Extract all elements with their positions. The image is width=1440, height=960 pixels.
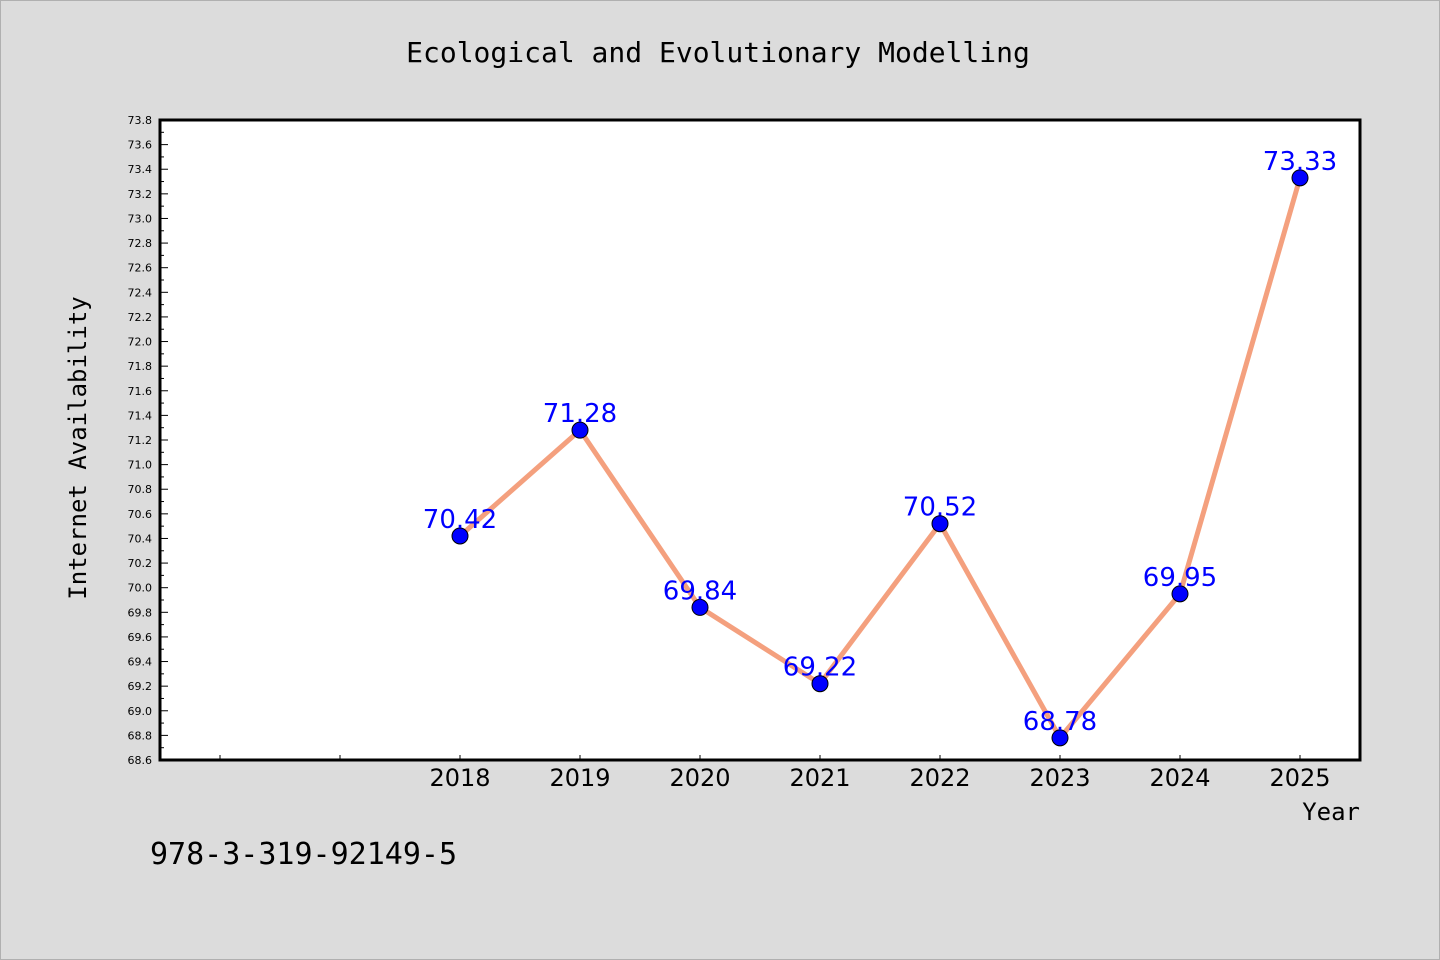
- y-tick-label: 68.6: [128, 754, 153, 767]
- y-tick-label: 71.2: [128, 434, 153, 447]
- data-label: 70.52: [903, 493, 977, 523]
- y-tick-label: 69.2: [128, 680, 153, 693]
- y-axis-title: Internet Availability: [64, 296, 92, 599]
- y-tick-label: 68.8: [128, 729, 153, 742]
- y-tick-label: 71.0: [128, 459, 153, 472]
- data-label: 70.42: [423, 505, 497, 535]
- data-point: [1051, 729, 1069, 747]
- data-point: [811, 675, 829, 693]
- y-tick-label: 72.8: [128, 237, 153, 250]
- y-tick-label: 73.6: [128, 139, 153, 152]
- y-axis: 68.6 68.8 69.0 69.2 69.4 69.6 69.8 70.0 70.2 70.4…: [128, 114, 168, 767]
- data-point: [1171, 585, 1189, 603]
- y-tick-label: 70.8: [128, 483, 153, 496]
- y-tick-label: 71.8: [128, 360, 153, 373]
- x-axis-title: Year: [1302, 798, 1360, 826]
- y-tick-label: 71.6: [128, 385, 153, 398]
- data-label: 73.33: [1263, 147, 1337, 177]
- x-tick-label: 2020: [669, 764, 730, 792]
- data-point: [1291, 169, 1309, 187]
- x-tick-label: 2018: [429, 764, 490, 792]
- data-point: [691, 598, 709, 616]
- series-line: [458, 177, 1303, 741]
- y-tick-label: 72.2: [128, 311, 153, 324]
- x-tick-label: 2023: [1029, 764, 1090, 792]
- data-label: 71.28: [543, 399, 617, 429]
- y-tick-label: 73.8: [128, 114, 153, 127]
- y-tick-label: 69.4: [128, 656, 153, 669]
- y-tick-label: 71.4: [128, 409, 153, 422]
- x-tick-label: 2019: [549, 764, 610, 792]
- data-label: 69.22: [783, 653, 857, 683]
- x-tick-label: 2024: [1149, 764, 1210, 792]
- x-tick-label: 2025: [1269, 764, 1330, 792]
- y-tick-label: 72.6: [128, 262, 153, 275]
- isbn-text: 978-3-319-92149-5: [150, 837, 457, 872]
- x-axis: 2018 2019 2020 2021 2022 2023 2024 2025: [219, 755, 1331, 792]
- y-tick-label: 70.0: [128, 582, 153, 595]
- data-label: 69.95: [1143, 563, 1217, 593]
- data-point: [571, 421, 589, 439]
- y-tick-label: 70.6: [128, 508, 153, 521]
- y-tick-label: 73.2: [128, 188, 153, 201]
- x-tick-label: 2021: [789, 764, 850, 792]
- data-label: 68.78: [1023, 707, 1097, 737]
- data-label: 69.84: [663, 576, 737, 606]
- series-layer: 70.42 71.28 69.84 69.22 70.52 68.78 69.95 73.33: [423, 147, 1337, 747]
- y-tick-label: 69.0: [128, 705, 153, 718]
- chart-title: Ecological and Evolutionary Modelling: [406, 36, 1030, 69]
- plot-area: [158, 118, 1362, 762]
- y-tick-label: 69.6: [128, 631, 153, 644]
- data-point: [931, 515, 949, 533]
- data-point: [451, 527, 469, 545]
- y-tick-label: 73.0: [128, 212, 153, 225]
- y-tick-label: 70.2: [128, 557, 153, 570]
- y-tick-label: 72.4: [128, 286, 153, 299]
- y-tick-label: 72.0: [128, 336, 153, 349]
- y-tick-label: 70.4: [128, 532, 153, 545]
- x-tick-label: 2022: [909, 764, 970, 792]
- y-tick-label: 73.4: [128, 163, 153, 176]
- y-tick-label: 69.8: [128, 606, 153, 619]
